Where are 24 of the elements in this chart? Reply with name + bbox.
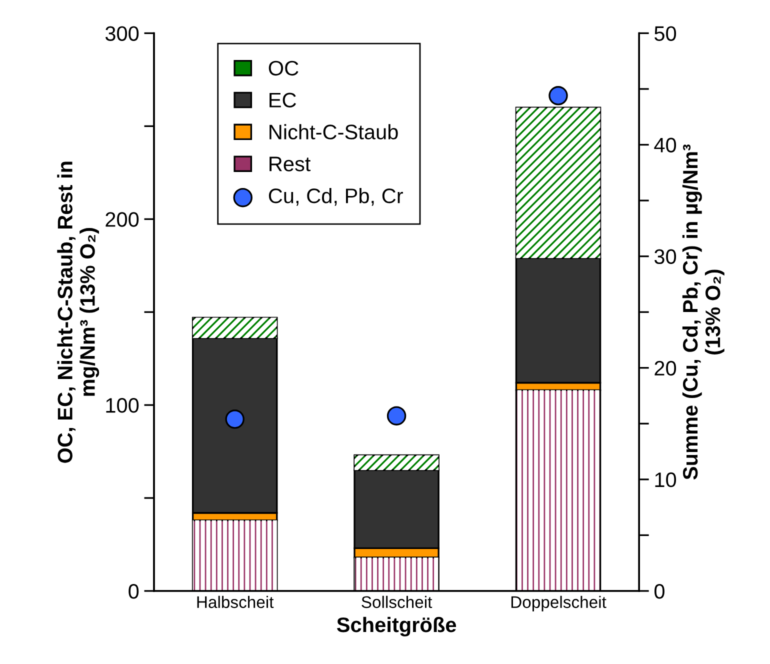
x-tick-label: Halbscheit: [197, 596, 274, 608]
legend-label: Rest: [270, 156, 311, 172]
legend-label: Cu, Cd, Pb, Cr: [268, 188, 403, 206]
legend-label: OC: [268, 60, 298, 76]
y2-tick-label: 20: [654, 360, 676, 376]
y2-axis-title: Summe (Cu, Cd, Pb, Cr) in µg/Nm³ (13% O₂): [682, 144, 724, 480]
y2-tick-label: 40: [654, 138, 676, 153]
point: [386, 406, 406, 426]
x-tick-label: Sollscheit: [362, 596, 432, 608]
y2-tick-label: 0: [654, 584, 664, 599]
point: [225, 410, 244, 429]
point: [548, 86, 568, 106]
legend-label: Nicht-C-Staub: [270, 124, 398, 140]
y-tick-label: 200: [106, 212, 139, 227]
x-tick-label: Doppelscheit: [511, 596, 606, 612]
y-tick-label: 0: [128, 584, 139, 599]
y-axis-title: OC, EC, Nicht-C-Staub, Rest in mg/Nm³ (13% O₂): [57, 162, 100, 463]
legend-label: EC: [270, 92, 296, 108]
y-tick-label: 300: [105, 26, 139, 41]
y2-tick-label: 50: [654, 26, 676, 41]
y-tick-label: 100: [106, 398, 139, 413]
y2-tick-label: 30: [654, 249, 676, 264]
x-axis-title: Scheitgröße: [336, 616, 456, 636]
y2-tick-label: 10: [655, 472, 676, 488]
